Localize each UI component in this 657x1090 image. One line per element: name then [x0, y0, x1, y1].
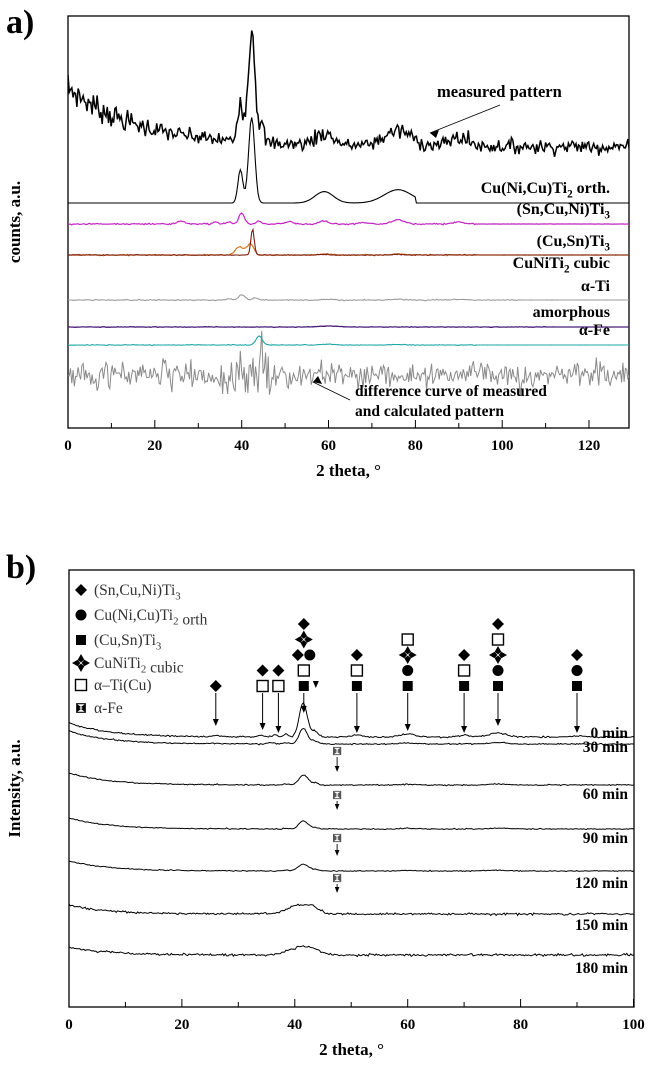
- svg-text:150 min: 150 min: [575, 917, 628, 934]
- svg-text:20: 20: [147, 438, 162, 454]
- svg-text:a): a): [6, 4, 34, 41]
- svg-text:measured pattern: measured pattern: [437, 82, 562, 101]
- svg-text:100: 100: [491, 438, 514, 454]
- svg-text:100: 100: [622, 1017, 645, 1033]
- svg-text:80: 80: [408, 438, 423, 454]
- svg-text:20: 20: [174, 1017, 189, 1033]
- svg-text:b): b): [6, 549, 36, 586]
- svg-text:difference curve of measured: difference curve of measured: [355, 383, 547, 400]
- svg-text:amorphous: amorphous: [533, 304, 610, 321]
- svg-text:40: 40: [287, 1017, 302, 1033]
- svg-text:60 min: 60 min: [583, 786, 629, 803]
- svg-text:counts, a.u.: counts, a.u.: [5, 181, 24, 263]
- svg-text:α–Ti(Cu): α–Ti(Cu): [94, 677, 152, 694]
- svg-text:Intensity, a.u.: Intensity, a.u.: [5, 739, 24, 837]
- svg-text:α-Fe: α-Fe: [579, 322, 610, 339]
- svg-text:40: 40: [234, 438, 249, 454]
- svg-text:2 theta, °: 2 theta, °: [316, 461, 381, 480]
- svg-text:α-Ti: α-Ti: [581, 278, 611, 295]
- svg-text:0 min: 0 min: [591, 725, 629, 742]
- svg-text:60: 60: [400, 1017, 415, 1033]
- svg-text:0: 0: [64, 438, 72, 454]
- svg-text:90 min: 90 min: [583, 830, 629, 847]
- svg-text:2 theta, °: 2 theta, °: [319, 1040, 384, 1059]
- svg-text:120: 120: [578, 438, 601, 454]
- svg-text:α-Fe: α-Fe: [94, 700, 123, 717]
- svg-text:80: 80: [513, 1017, 528, 1033]
- svg-text:60: 60: [321, 438, 336, 454]
- svg-text:and calculated pattern: and calculated pattern: [355, 403, 504, 420]
- svg-text:120 min: 120 min: [575, 875, 628, 892]
- svg-text:180 min: 180 min: [575, 960, 628, 977]
- svg-text:0: 0: [65, 1017, 73, 1033]
